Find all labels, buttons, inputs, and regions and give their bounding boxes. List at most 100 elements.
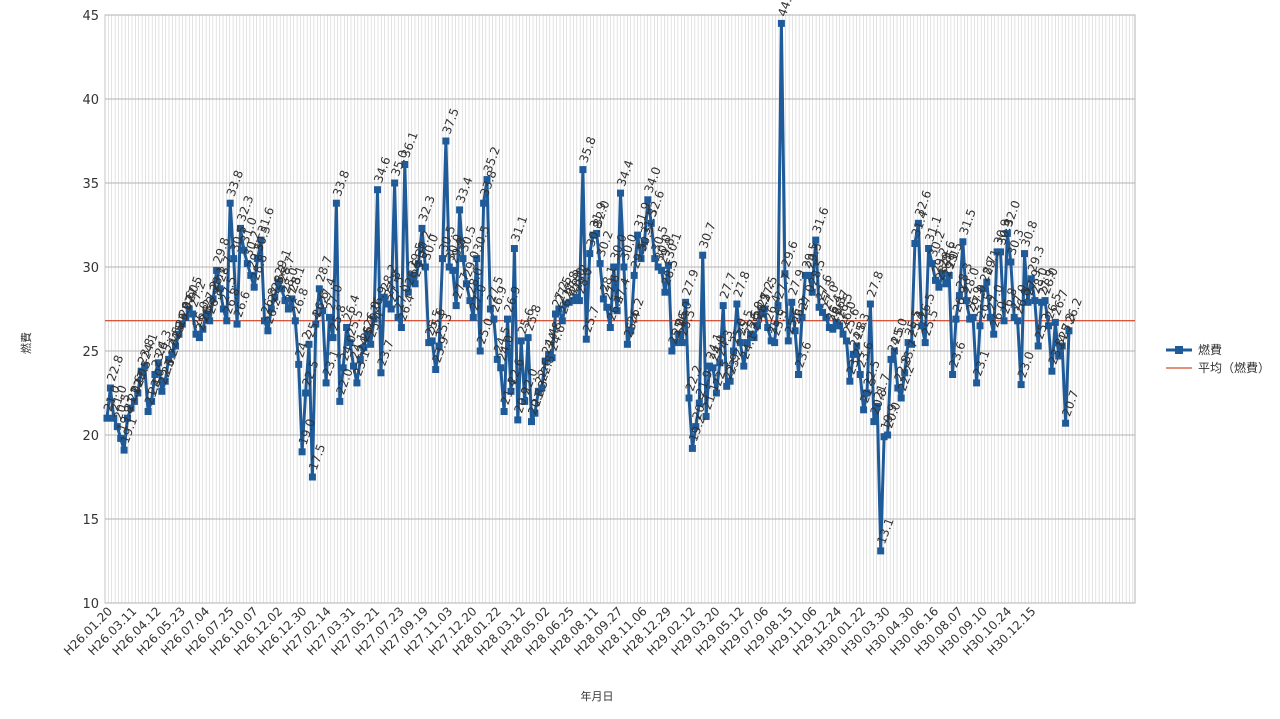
data-point — [682, 298, 690, 306]
data-point — [870, 418, 878, 426]
data-point — [271, 293, 279, 301]
data-point — [730, 347, 737, 355]
data-point — [274, 278, 282, 286]
data-point — [130, 397, 138, 405]
data-point — [510, 245, 518, 252]
data-point — [298, 448, 306, 456]
data-point — [829, 325, 837, 333]
data-point — [387, 305, 395, 313]
data-point — [955, 292, 963, 300]
data-point — [627, 327, 635, 335]
data-point — [579, 166, 587, 174]
data-point — [1041, 297, 1049, 305]
data-point — [326, 313, 333, 321]
data-label: 31.5 — [957, 207, 979, 237]
data-point — [466, 297, 474, 305]
data-point — [911, 240, 919, 247]
data-point — [641, 238, 648, 246]
data-point — [415, 260, 422, 268]
data-point — [723, 382, 731, 390]
data-label: 34.4 — [614, 158, 636, 188]
data-point — [781, 270, 789, 278]
data-point — [514, 416, 522, 424]
data-point — [952, 315, 960, 323]
legend-series-marker — [1175, 346, 1183, 354]
data-point — [997, 248, 1004, 256]
data-point — [353, 379, 361, 387]
data-point — [623, 340, 631, 348]
data-point — [709, 364, 717, 372]
data-point — [463, 280, 470, 288]
data-point — [435, 342, 443, 350]
data-point — [363, 330, 371, 338]
data-point — [264, 327, 272, 335]
data-point — [380, 293, 388, 301]
data-point — [932, 276, 939, 284]
data-point — [634, 231, 642, 239]
data-point — [175, 330, 183, 338]
data-point — [113, 423, 121, 431]
data-point — [216, 285, 224, 293]
data-point — [243, 260, 251, 268]
data-point — [350, 362, 357, 370]
y-tick-label: 15 — [82, 513, 99, 528]
data-point — [938, 270, 946, 278]
data-point — [336, 397, 344, 405]
data-point — [798, 313, 806, 321]
legend-average-label: 平均（燃費） — [1198, 360, 1270, 375]
data-point — [969, 313, 977, 321]
data-point — [695, 399, 703, 407]
data-point — [158, 387, 166, 395]
data-point — [843, 337, 850, 345]
data-point — [979, 285, 987, 293]
data-point — [106, 384, 114, 392]
data-point — [750, 334, 758, 342]
data-point — [459, 255, 467, 263]
data-label: 37.5 — [440, 106, 462, 136]
data-point — [418, 224, 426, 232]
data-label: 44.5 — [775, 0, 797, 18]
y-axis-ticks: 10 15 20 25 30 35 40 45 — [82, 9, 99, 612]
data-point — [541, 357, 549, 365]
data-point — [658, 266, 666, 274]
data-point — [110, 414, 118, 422]
data-point — [308, 473, 316, 481]
data-point — [189, 310, 197, 318]
data-point — [586, 250, 594, 258]
y-tick-label: 45 — [82, 9, 99, 24]
data-label: 32.0 — [1001, 199, 1023, 229]
data-point — [117, 434, 125, 442]
data-point — [401, 161, 409, 168]
data-label: 23.6 — [946, 340, 968, 370]
data-point — [849, 350, 857, 358]
data-point — [887, 355, 895, 363]
data-point — [397, 324, 405, 331]
data-point — [1062, 419, 1070, 427]
fuel-series — [103, 19, 1073, 555]
y-tick-label: 30 — [82, 261, 99, 276]
data-point — [760, 305, 768, 313]
data-point — [343, 324, 351, 331]
data-point — [575, 297, 583, 305]
data-point — [942, 280, 950, 288]
data-point — [921, 339, 929, 347]
data-point — [250, 283, 258, 291]
data-point — [452, 302, 460, 310]
data-point — [391, 179, 399, 187]
data-point — [257, 236, 265, 244]
data-point — [661, 288, 669, 296]
data-point — [914, 219, 922, 227]
data-point — [209, 295, 217, 303]
data-point — [134, 389, 142, 397]
data-point — [743, 339, 751, 347]
data-point — [983, 278, 991, 286]
data-point — [432, 366, 440, 373]
data-point — [555, 305, 563, 313]
data-point — [507, 387, 515, 395]
data-point — [178, 320, 186, 328]
x-axis-ticks: H26.01.20H26.03.11H26.04.12H26.05.23H26.… — [61, 604, 1038, 658]
data-point — [261, 317, 268, 325]
data-point — [456, 206, 464, 214]
data-point — [1003, 229, 1011, 237]
data-point — [647, 219, 655, 227]
